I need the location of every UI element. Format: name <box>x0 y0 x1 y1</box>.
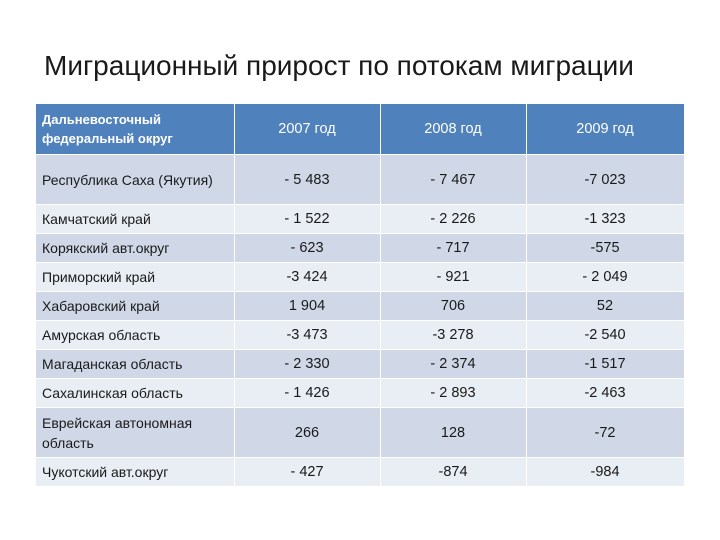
table-row: Сахалинская область - 1 426 - 2 893 -2 4… <box>36 378 685 408</box>
region-name: Чукотский авт.округ <box>36 457 235 486</box>
value-2007: - 623 <box>234 233 381 263</box>
region-name: Магаданская область <box>36 349 235 379</box>
value-2007: -3 424 <box>234 262 381 292</box>
table-row: Амурская область -3 473 -3 278 -2 540 <box>36 320 685 350</box>
value-2009: - 2 049 <box>526 262 685 292</box>
value-2009: -2 463 <box>526 378 685 408</box>
table-row: Магаданская область - 2 330 - 2 374 -1 5… <box>36 349 685 379</box>
table-row: Корякский авт.округ - 623 - 717 -575 <box>36 233 685 263</box>
region-name: Камчатский край <box>36 204 235 234</box>
value-2007: - 2 330 <box>234 349 381 379</box>
table-row: Приморский край -3 424 - 921 - 2 049 <box>36 262 685 292</box>
region-name: Еврейская автономная область <box>36 407 235 458</box>
value-2007: -3 473 <box>234 320 381 350</box>
slide-title: Миграционный прирост по потокам миграции <box>44 50 634 81</box>
value-2008: - 2 893 <box>380 378 527 408</box>
header-2007: 2007 год <box>234 104 381 155</box>
value-2007: - 427 <box>234 457 381 486</box>
value-2009: 52 <box>526 291 685 321</box>
table-row: Хабаровский край 1 904 706 52 <box>36 291 685 321</box>
value-2007: - 5 483 <box>234 154 381 205</box>
region-name: Хабаровский край <box>36 291 235 321</box>
table-row: Чукотский авт.округ - 427 -874 -984 <box>36 457 685 486</box>
value-2009: -575 <box>526 233 685 263</box>
value-2009: -1 323 <box>526 204 685 234</box>
value-2008: -3 278 <box>380 320 527 350</box>
table-header-row: Дальневосточный федеральный округ 2007 г… <box>36 104 685 155</box>
header-2009: 2009 год <box>526 104 685 155</box>
value-2008: 128 <box>380 407 527 458</box>
header-2008: 2008 год <box>380 104 527 155</box>
value-2007: 1 904 <box>234 291 381 321</box>
table-row: Еврейская автономная область 266 128 -72 <box>36 407 685 458</box>
table-row: Камчатский край - 1 522 - 2 226 -1 323 <box>36 204 685 234</box>
value-2007: 266 <box>234 407 381 458</box>
migration-table: Дальневосточный федеральный округ 2007 г… <box>36 104 685 486</box>
value-2008: 706 <box>380 291 527 321</box>
value-2009: -2 540 <box>526 320 685 350</box>
region-name: Амурская область <box>36 320 235 350</box>
value-2008: - 2 374 <box>380 349 527 379</box>
value-2009: -984 <box>526 457 685 486</box>
region-name: Республика Саха (Якутия) <box>36 154 235 205</box>
region-name: Сахалинская область <box>36 378 235 408</box>
header-region: Дальневосточный федеральный округ <box>36 104 235 155</box>
value-2008: - 717 <box>380 233 527 263</box>
value-2007: - 1 426 <box>234 378 381 408</box>
table-row: Республика Саха (Якутия) - 5 483 - 7 467… <box>36 154 685 205</box>
value-2007: - 1 522 <box>234 204 381 234</box>
value-2008: - 921 <box>380 262 527 292</box>
value-2008: - 2 226 <box>380 204 527 234</box>
value-2008: - 7 467 <box>380 154 527 205</box>
region-name: Приморский край <box>36 262 235 292</box>
value-2008: -874 <box>380 457 527 486</box>
value-2009: -72 <box>526 407 685 458</box>
region-name: Корякский авт.округ <box>36 233 235 263</box>
value-2009: -7 023 <box>526 154 685 205</box>
value-2009: -1 517 <box>526 349 685 379</box>
